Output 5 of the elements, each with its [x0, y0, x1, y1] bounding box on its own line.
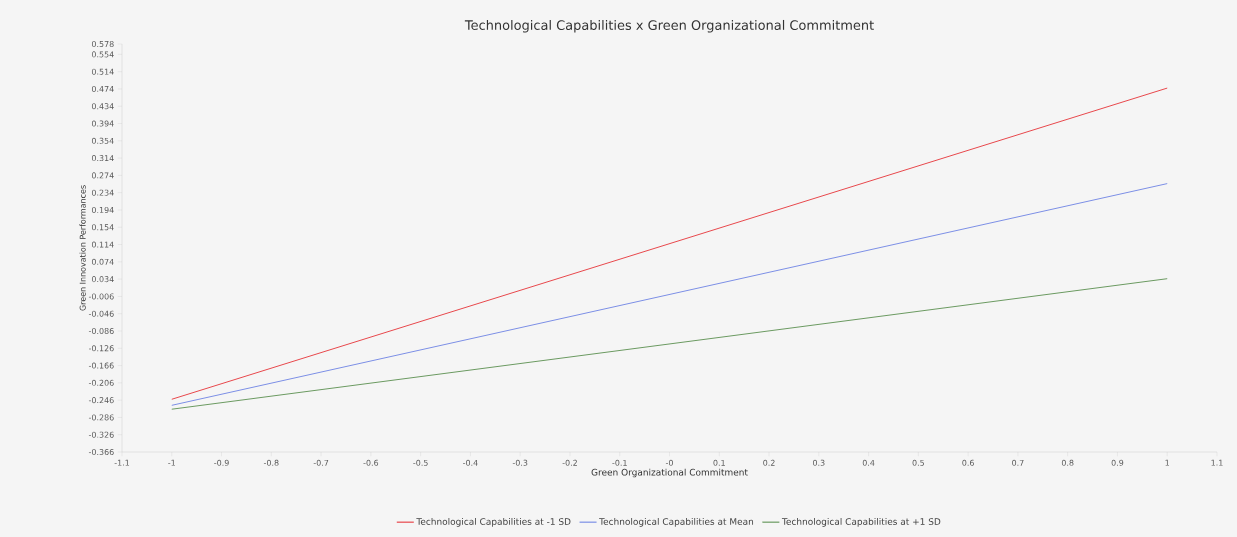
legend-label: Technological Capabilities at Mean — [599, 518, 754, 527]
legend-label: Technological Capabilities at -1 SD — [416, 518, 571, 527]
legend-label: Technological Capabilities at +1 SD — [781, 518, 941, 527]
x-axis-title: Green Organizational Commitment — [591, 468, 748, 478]
chart-title: Technological Capabilities x Green Organizational Commitment — [464, 19, 874, 33]
